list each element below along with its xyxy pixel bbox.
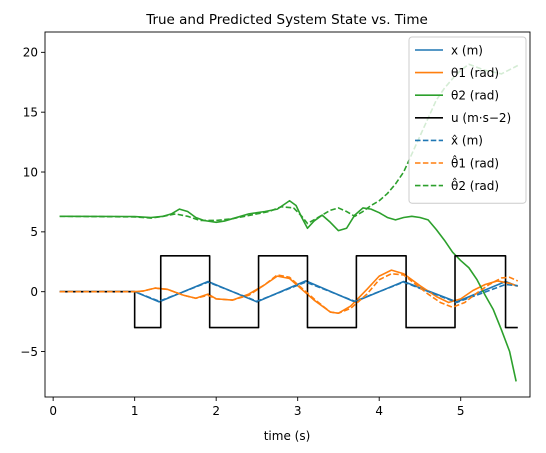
- x-axis-label: time (s): [264, 429, 311, 443]
- series-line-4: [59, 281, 518, 304]
- y-tick-label: 20: [23, 46, 38, 60]
- legend-label-1: θ1 (rad): [451, 66, 499, 80]
- axes-frame: [44, 31, 531, 398]
- x-tick-label: 3: [294, 404, 302, 418]
- legend-label-3: u (m·s−2): [451, 111, 511, 125]
- legend: x (m) θ1 (rad) θ2 (rad) u (m·s−2) x̂ (m) θ̂1 …: [408, 36, 527, 204]
- series-line-3: [59, 254, 518, 329]
- legend-label-2: θ2 (rad): [451, 89, 499, 103]
- x-tick-label: 0: [49, 404, 57, 418]
- y-tick-label: 15: [23, 105, 38, 119]
- chart-title: True and Predicted System State vs. Time: [145, 12, 428, 28]
- legend-box: [408, 36, 527, 204]
- x-tick-label: 2: [212, 404, 220, 418]
- legend-label-0: x (m): [451, 43, 483, 57]
- legend-label-5: θ̂1 (rad): [451, 154, 499, 170]
- legend-label-6: θ̂2 (rad): [451, 177, 499, 193]
- x-tick-label: 1: [131, 404, 139, 418]
- x-tick-label: 5: [457, 404, 465, 418]
- y-tick-label: 10: [23, 165, 38, 179]
- legend-label-4: x̂ (m): [451, 134, 483, 148]
- y-tick-label: −5: [20, 345, 38, 359]
- x-tick-label: 4: [375, 404, 383, 418]
- series-line-5: [59, 272, 519, 315]
- y-tick-label: 0: [30, 285, 38, 299]
- y-tick-label: 5: [30, 225, 38, 239]
- series-line-0: [59, 280, 519, 303]
